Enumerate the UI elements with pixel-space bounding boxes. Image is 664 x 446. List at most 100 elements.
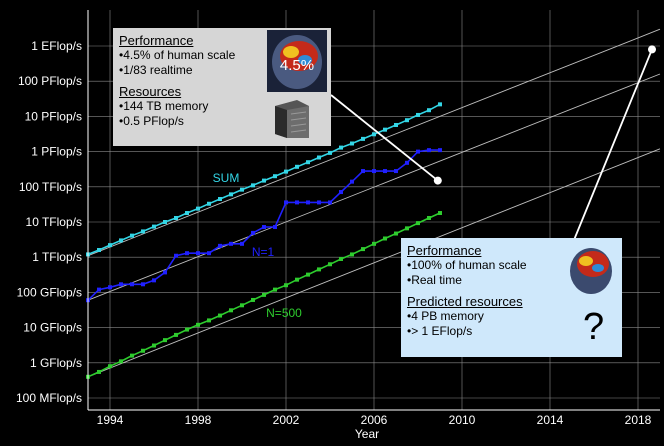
y-tick-label: 100 MFlop/s bbox=[16, 391, 82, 405]
data-point bbox=[251, 183, 255, 188]
data-point bbox=[196, 322, 200, 327]
x-tick-label: 1998 bbox=[185, 413, 212, 427]
data-point bbox=[152, 224, 156, 229]
data-point bbox=[427, 148, 431, 153]
future-pointer-dot bbox=[648, 45, 656, 54]
data-point bbox=[196, 206, 200, 211]
data-point bbox=[152, 343, 156, 348]
x-tick-label: 2002 bbox=[273, 413, 300, 427]
data-point bbox=[273, 174, 277, 179]
data-point bbox=[383, 236, 387, 241]
data-point bbox=[130, 282, 134, 287]
data-point bbox=[405, 226, 409, 231]
supercomputer-icon bbox=[271, 98, 313, 140]
data-point bbox=[284, 200, 288, 205]
data-point bbox=[229, 308, 233, 313]
current-resource-item: 0.5 PFlop/s bbox=[119, 114, 269, 129]
future-performance-item: 100% of human scale bbox=[407, 258, 567, 273]
y-tick-label: 1 GFlop/s bbox=[30, 356, 82, 370]
question-mark-icon: ? bbox=[583, 306, 605, 348]
y-tick-label: 100 PFlop/s bbox=[18, 74, 82, 88]
brain-icon: 4.5% bbox=[267, 30, 327, 92]
future-pointer-line bbox=[573, 49, 653, 241]
data-point bbox=[328, 262, 332, 267]
data-point bbox=[141, 348, 145, 353]
data-point bbox=[317, 200, 321, 205]
future-resource-item: 4 PB memory bbox=[407, 309, 567, 324]
brain-percent-label: 4.5% bbox=[280, 57, 314, 74]
data-point bbox=[229, 192, 233, 197]
data-point bbox=[438, 102, 442, 107]
series-label: N=1 bbox=[252, 245, 275, 259]
data-point bbox=[163, 338, 167, 343]
data-point bbox=[361, 169, 365, 174]
data-point bbox=[218, 313, 222, 318]
data-point bbox=[405, 160, 409, 165]
data-point bbox=[372, 241, 376, 246]
data-point bbox=[394, 122, 398, 127]
data-point bbox=[383, 169, 387, 174]
data-point bbox=[350, 141, 354, 146]
y-tick-label: 1 TFlop/s bbox=[32, 250, 82, 264]
trend-lines bbox=[87, 28, 661, 378]
current-resource-item: 144 TB memory bbox=[119, 99, 269, 114]
series-label: SUM bbox=[213, 171, 240, 185]
data-point bbox=[350, 179, 354, 184]
x-tick-label: 2014 bbox=[537, 413, 564, 427]
x-tick-label: 2010 bbox=[449, 413, 476, 427]
data-point bbox=[141, 282, 145, 287]
data-point bbox=[108, 364, 112, 369]
y-tick-label: 100 GFlop/s bbox=[17, 285, 82, 299]
data-point bbox=[339, 256, 343, 261]
data-point bbox=[108, 285, 112, 290]
future-resources-title: Predicted resources bbox=[407, 294, 523, 309]
data-point bbox=[284, 283, 288, 288]
data-point bbox=[97, 248, 101, 253]
data-point bbox=[317, 267, 321, 272]
series-label: N=500 bbox=[266, 306, 302, 320]
data-point bbox=[119, 282, 123, 287]
x-tick-label: 1994 bbox=[97, 413, 124, 427]
data-point bbox=[163, 270, 167, 275]
data-point bbox=[361, 247, 365, 252]
trend-line bbox=[87, 73, 661, 301]
data-point bbox=[119, 238, 123, 243]
y-tick-label: 10 PFlop/s bbox=[25, 109, 82, 123]
data-point bbox=[295, 200, 299, 205]
data-point bbox=[97, 287, 101, 292]
data-point bbox=[438, 148, 442, 153]
future-performance-title: Performance bbox=[407, 243, 482, 258]
data-point bbox=[207, 251, 211, 256]
data-point bbox=[185, 211, 189, 216]
data-point bbox=[328, 200, 332, 205]
current-resources-list: 144 TB memory 0.5 PFlop/s bbox=[119, 99, 269, 129]
data-point bbox=[339, 145, 343, 150]
series-group bbox=[86, 102, 442, 379]
current-pointer-line bbox=[330, 94, 439, 182]
data-point bbox=[339, 190, 343, 195]
data-point bbox=[427, 108, 431, 113]
future-performance-list: 100% of human scale Real time bbox=[407, 258, 567, 288]
current-performance-title: Performance bbox=[119, 33, 194, 48]
data-point bbox=[306, 272, 310, 277]
data-point bbox=[350, 252, 354, 257]
data-point bbox=[372, 169, 376, 174]
data-point bbox=[207, 318, 211, 323]
data-point bbox=[229, 241, 233, 246]
x-tick-label: 2018 bbox=[625, 413, 652, 427]
data-point bbox=[141, 229, 145, 234]
data-point bbox=[394, 169, 398, 174]
y-tick-label: 100 TFlop/s bbox=[19, 180, 82, 194]
data-point bbox=[174, 332, 178, 337]
data-point bbox=[262, 225, 266, 230]
data-point bbox=[416, 112, 420, 117]
data-point bbox=[119, 359, 123, 364]
data-point bbox=[306, 200, 310, 205]
data-point bbox=[295, 164, 299, 169]
data-point bbox=[438, 211, 442, 216]
data-point bbox=[262, 292, 266, 297]
data-point bbox=[273, 287, 277, 292]
data-point bbox=[295, 277, 299, 282]
data-point bbox=[262, 178, 266, 183]
